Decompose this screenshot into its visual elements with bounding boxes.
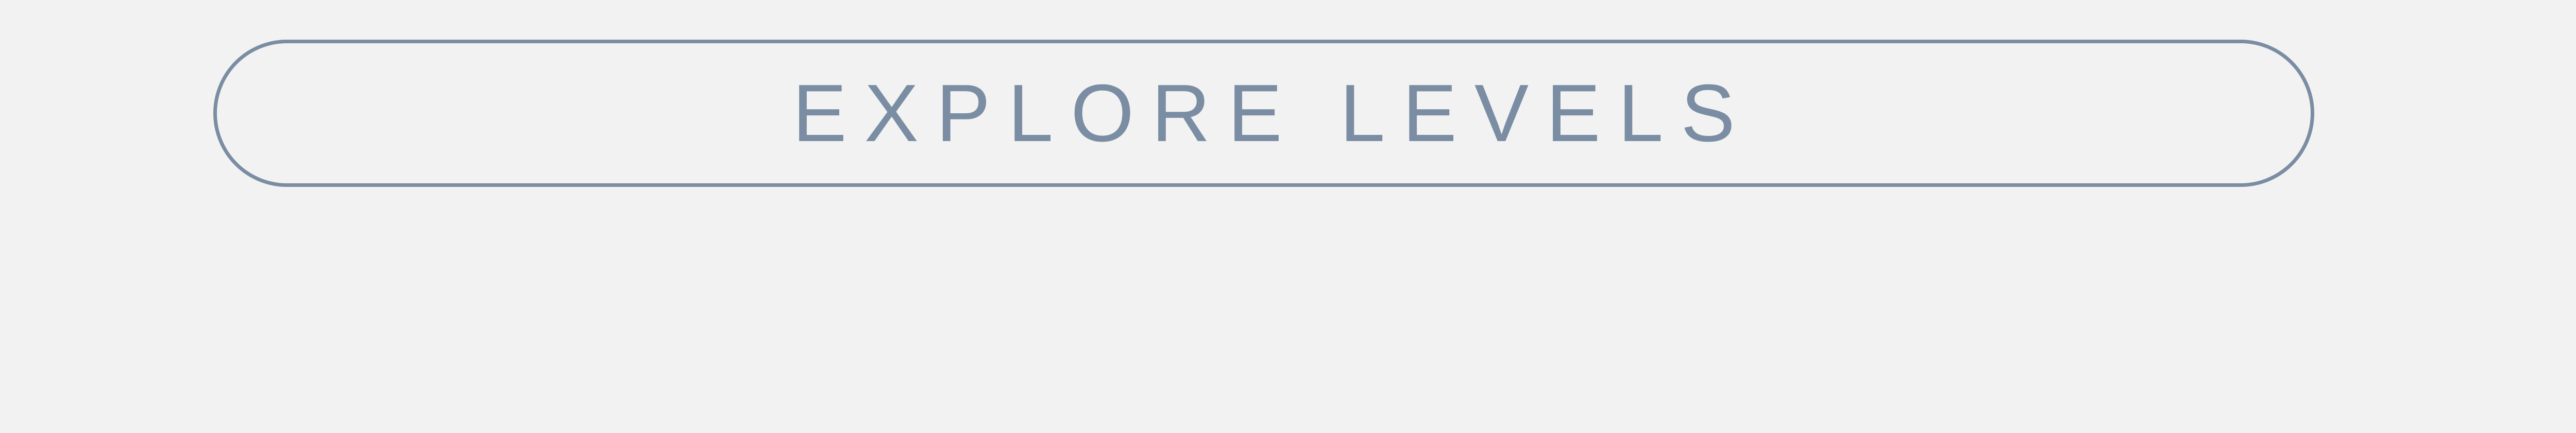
explore-levels-label: EXPLORE LEVELS <box>792 68 1753 159</box>
explore-levels-button[interactable]: EXPLORE LEVELS <box>213 40 2314 187</box>
